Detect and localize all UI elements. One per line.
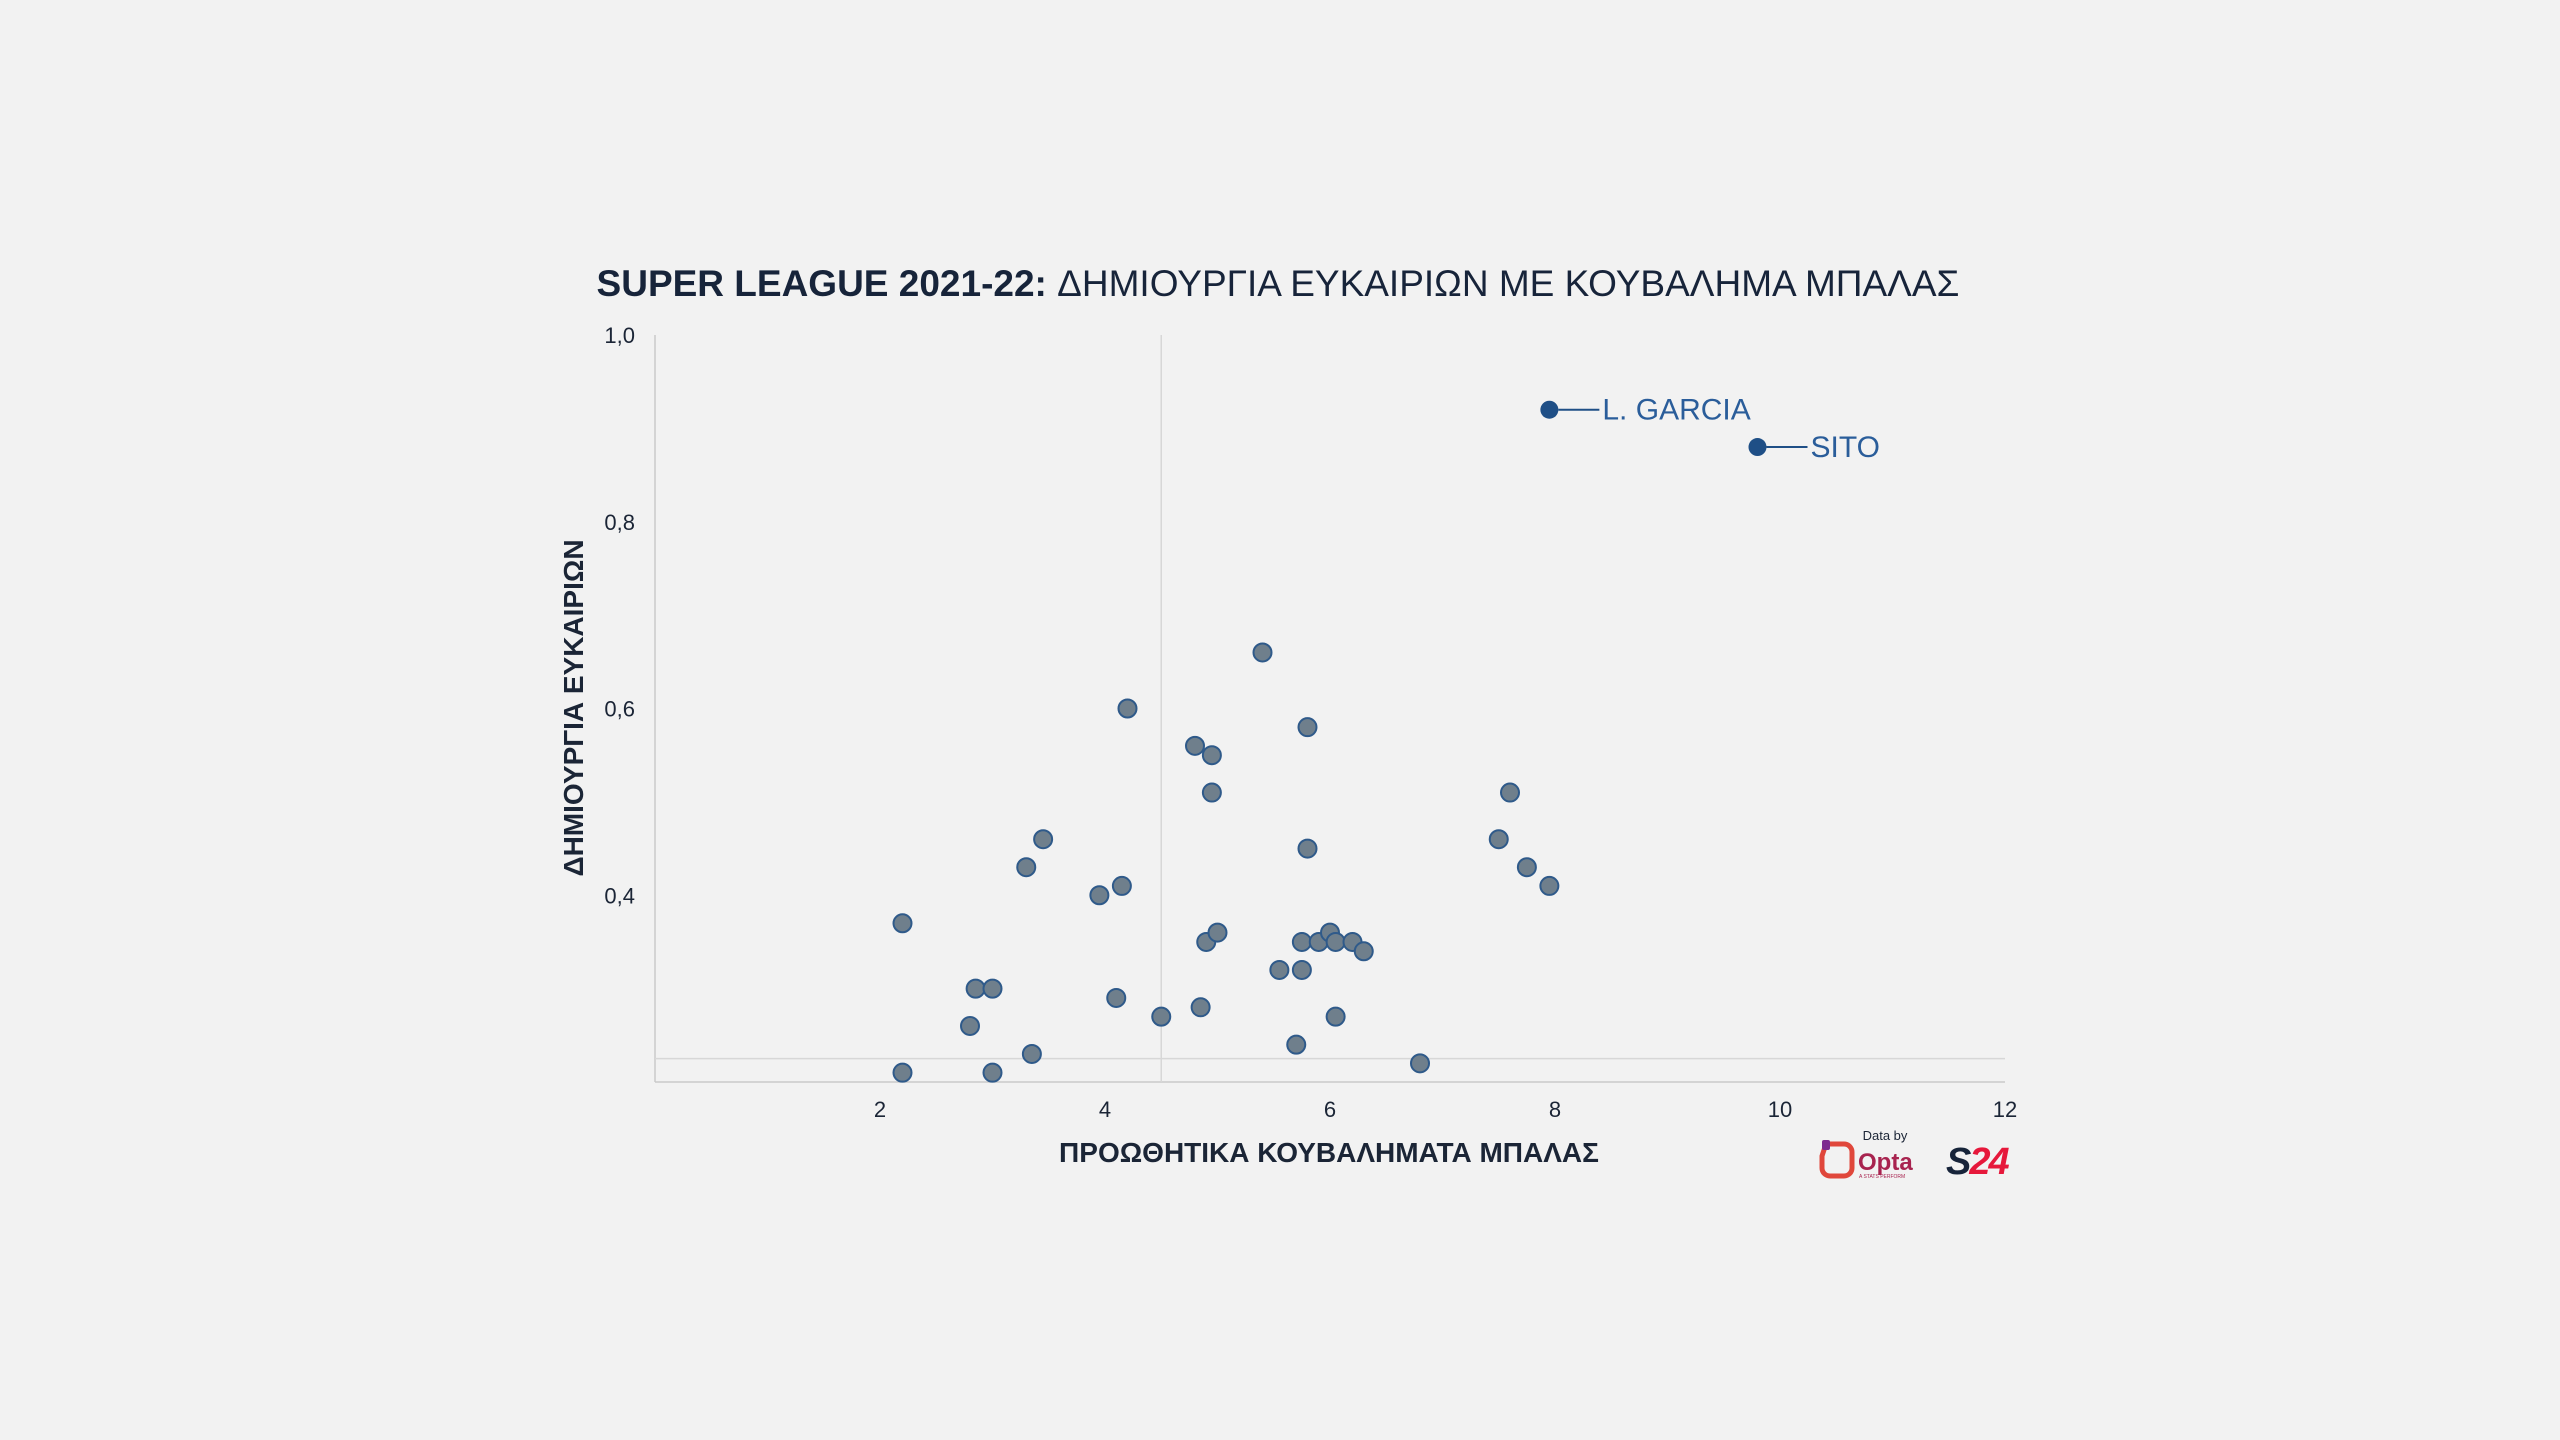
opta-mark-icon bbox=[1819, 1141, 1855, 1179]
scatter-point bbox=[1252, 642, 1273, 663]
x-tick-label: 8 bbox=[1549, 1097, 1561, 1122]
chart-title-rest: ΔΗΜΙΟΥΡΓΙΑ ΕΥΚΑΙΡΙΩΝ ΜΕ ΚΟΥΒΑΛΗΜΑ ΜΠΑΛΑΣ bbox=[1047, 263, 1960, 304]
x-tick-labels: 2 4 6 8 10 12 bbox=[874, 1097, 2017, 1122]
y-tick-label: 0,8 bbox=[604, 510, 635, 535]
scatter-point bbox=[982, 978, 1003, 999]
scatter-point bbox=[1033, 829, 1054, 850]
x-axis-title: ΠΡΟΩΘΗΤΙΚΑ ΚΟΥΒΑΛΗΜΑΤΑ ΜΠΑΛΑΣ bbox=[1059, 1137, 1599, 1168]
x-tick-label: 4 bbox=[1099, 1097, 1111, 1122]
chart-title: SUPER LEAGUE 2021-22: ΔΗΜΙΟΥΡΓΙΑ ΕΥΚΑΙΡΙ… bbox=[597, 263, 1960, 304]
scatter-point bbox=[892, 1062, 913, 1083]
s24-logo: S24 bbox=[1946, 1141, 2011, 1183]
scatter-point bbox=[960, 1015, 980, 1036]
scatter-point bbox=[1106, 987, 1127, 1008]
x-tick-label: 6 bbox=[1324, 1097, 1336, 1122]
scatter-point bbox=[1286, 1034, 1307, 1055]
highlighted-points: L. GARCIA SITO bbox=[1540, 394, 1880, 464]
y-tick-label: 1,0 bbox=[604, 323, 635, 348]
x-tick-label: 2 bbox=[874, 1097, 886, 1122]
scatter-point bbox=[1185, 735, 1205, 756]
scatter-point bbox=[1325, 1006, 1346, 1027]
data-by-label: Data by bbox=[1863, 1128, 1908, 1143]
scatter-point bbox=[1297, 838, 1318, 859]
annotation-label: SITO bbox=[1811, 431, 1880, 464]
scatter-point bbox=[1353, 941, 1374, 962]
scatter-point bbox=[1291, 931, 1312, 952]
scatter-point bbox=[1291, 959, 1312, 980]
opta-logo: Data by Opta A STATS PERFORM bbox=[1819, 1128, 1913, 1180]
scatter-point bbox=[1516, 857, 1537, 878]
scatter-point bbox=[1089, 885, 1110, 906]
scatter-point bbox=[1539, 875, 1560, 896]
annotation-label: L. GARCIA bbox=[1602, 394, 1750, 427]
scatter-point bbox=[982, 1062, 1003, 1083]
scatter-point bbox=[1111, 875, 1132, 896]
scatter-point bbox=[1201, 782, 1222, 803]
scatter-point bbox=[892, 913, 913, 934]
scatter-point bbox=[1201, 745, 1222, 766]
opta-subtitle: A STATS PERFORM bbox=[1859, 1174, 1905, 1180]
chart-title-bold: SUPER LEAGUE 2021-22: bbox=[597, 263, 1047, 304]
x-tick-label: 10 bbox=[1768, 1097, 1792, 1122]
scatter-point bbox=[1488, 829, 1509, 850]
scatter-point bbox=[1207, 922, 1228, 943]
s24-wordmark: S24 bbox=[1946, 1141, 2009, 1183]
y-axis-title: ΔΗΜΙΟΥΡΓΙΑ ΕΥΚΑΙΡΙΩΝ bbox=[558, 539, 589, 876]
scatter-point bbox=[1297, 717, 1318, 738]
scatter-point bbox=[1410, 1053, 1430, 1074]
scatter-point bbox=[1117, 698, 1138, 719]
scatter-point bbox=[1500, 782, 1520, 803]
scatter-point bbox=[1269, 959, 1290, 980]
data-points bbox=[892, 642, 1560, 1083]
scatter-point bbox=[965, 978, 986, 999]
scatter-point bbox=[1151, 1006, 1172, 1027]
scatter-point bbox=[1325, 931, 1346, 952]
y-tick-label: 0,6 bbox=[604, 697, 635, 722]
x-tick-label: 12 bbox=[1993, 1097, 2017, 1122]
opta-mark-accent bbox=[1822, 1140, 1830, 1150]
scatter-point bbox=[1021, 1043, 1042, 1064]
scatter-point bbox=[1190, 997, 1211, 1018]
scatter-point bbox=[1016, 857, 1037, 878]
y-tick-label: 0,4 bbox=[604, 883, 635, 908]
highlighted-point bbox=[1748, 438, 1767, 457]
opta-wordmark: Opta bbox=[1858, 1149, 1913, 1176]
y-tick-labels: 0,4 0,6 0,8 1,0 bbox=[604, 323, 635, 908]
highlighted-point bbox=[1540, 400, 1559, 419]
